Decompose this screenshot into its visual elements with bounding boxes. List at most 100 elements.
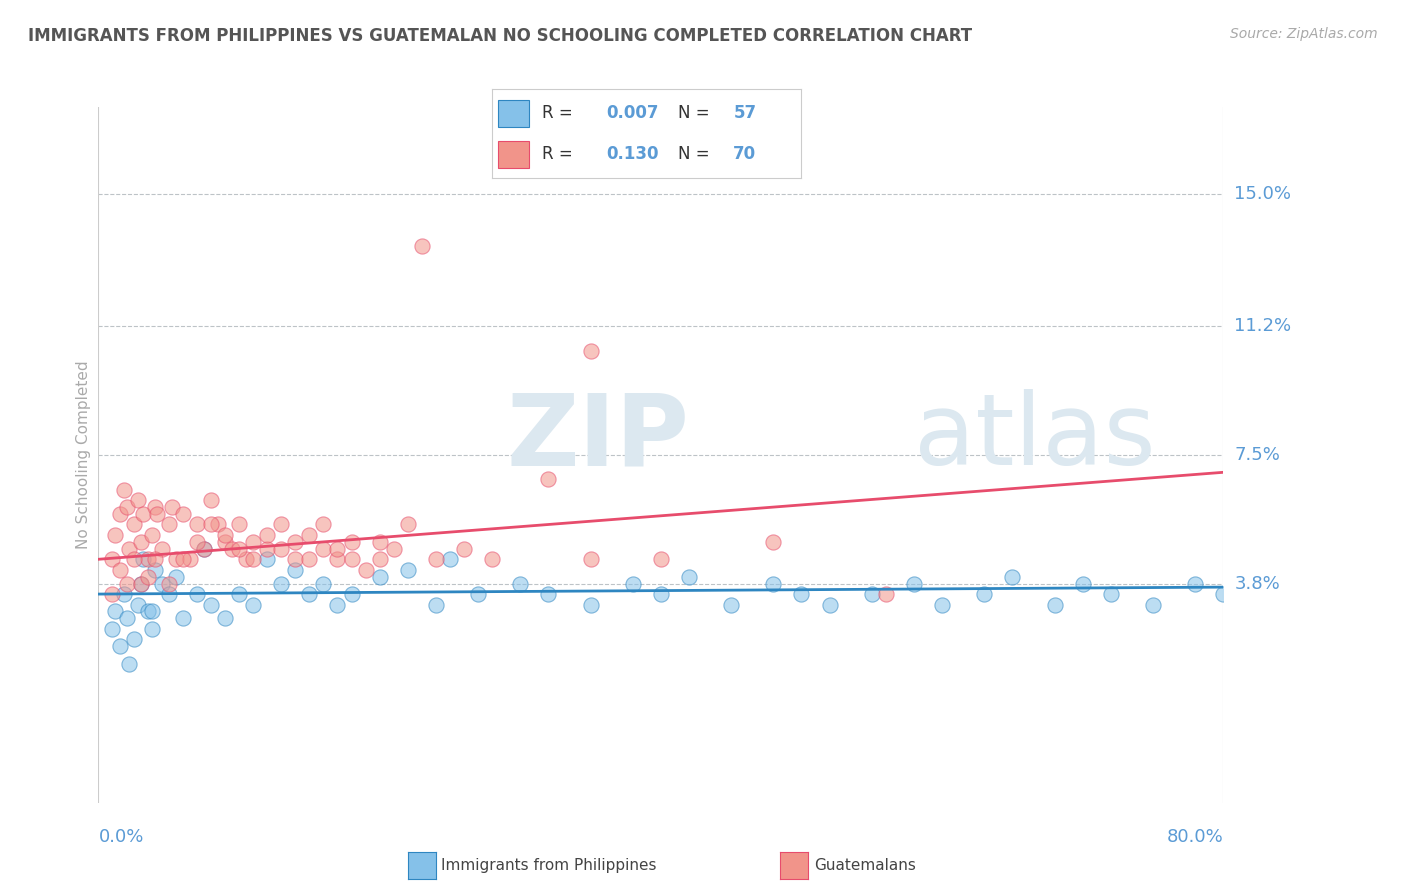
Point (860, 587, 883, 601)
Point (207, 517, 229, 532)
Point (104, 605, 127, 619)
Point (326, 552, 349, 566)
Point (298, 552, 321, 566)
Point (270, 576, 292, 591)
Point (172, 552, 194, 566)
Point (235, 552, 257, 566)
Point (368, 570, 391, 584)
Point (1212, 587, 1234, 601)
Text: 57: 57 (734, 104, 756, 122)
Point (298, 528, 321, 542)
Point (127, 493, 149, 508)
FancyBboxPatch shape (498, 100, 529, 127)
FancyBboxPatch shape (498, 141, 529, 168)
Point (108, 507, 131, 521)
Point (340, 587, 363, 601)
Point (256, 528, 278, 542)
Point (172, 507, 194, 521)
Point (136, 552, 159, 566)
Point (467, 587, 489, 601)
Text: R =: R = (541, 104, 578, 122)
Text: IMMIGRANTS FROM PHILIPPINES VS GUATEMALAN NO SCHOOLING COMPLETED CORRELATION CHA: IMMIGRANTS FROM PHILIPPINES VS GUATEMALA… (28, 27, 972, 45)
Point (214, 528, 236, 542)
Point (340, 552, 363, 566)
Point (118, 541, 141, 556)
Point (141, 528, 163, 542)
Point (425, 552, 447, 566)
Point (256, 552, 278, 566)
Point (112, 483, 135, 497)
Point (720, 598, 742, 612)
Point (141, 605, 163, 619)
Point (439, 552, 461, 566)
Point (1099, 587, 1122, 601)
Point (242, 534, 264, 549)
Point (284, 534, 307, 549)
Point (1043, 598, 1066, 612)
Point (136, 570, 159, 584)
Point (115, 500, 138, 514)
Point (200, 598, 222, 612)
Point (481, 552, 503, 566)
Point (270, 541, 292, 556)
Point (382, 541, 405, 556)
Text: 0.007: 0.007 (606, 104, 659, 122)
Point (579, 552, 602, 566)
Point (312, 576, 335, 591)
Text: ZIP: ZIP (506, 389, 689, 486)
Point (214, 611, 236, 625)
Point (112, 587, 135, 601)
Point (228, 587, 250, 601)
Point (186, 517, 208, 532)
Point (650, 587, 672, 601)
Point (146, 507, 169, 521)
Point (790, 587, 813, 601)
Point (298, 587, 321, 601)
Text: 7.5%: 7.5% (1234, 446, 1281, 464)
Text: Source: ZipAtlas.com: Source: ZipAtlas.com (1230, 27, 1378, 41)
Y-axis label: No Schooling Completed: No Schooling Completed (76, 360, 91, 549)
Point (326, 598, 349, 612)
Point (101, 622, 124, 636)
Point (193, 541, 215, 556)
Point (396, 517, 419, 532)
Text: Immigrants from Philippines: Immigrants from Philippines (441, 858, 657, 872)
Point (150, 541, 173, 556)
Point (143, 552, 166, 566)
Text: 15.0%: 15.0% (1234, 185, 1291, 203)
Point (165, 570, 187, 584)
Point (143, 500, 166, 514)
Point (368, 534, 391, 549)
Point (150, 576, 173, 591)
Point (284, 563, 307, 577)
Point (425, 598, 447, 612)
Point (326, 541, 349, 556)
Text: 3.8%: 3.8% (1234, 574, 1279, 592)
Point (122, 552, 145, 566)
Point (179, 552, 201, 566)
Point (650, 552, 672, 566)
Point (931, 598, 953, 612)
Point (242, 598, 264, 612)
Point (875, 587, 897, 601)
Point (340, 534, 363, 549)
Point (368, 552, 391, 566)
Text: Guatemalans: Guatemalans (814, 858, 915, 872)
Point (186, 587, 208, 601)
Point (132, 507, 155, 521)
Text: atlas: atlas (914, 389, 1156, 486)
Point (228, 541, 250, 556)
Point (157, 517, 180, 532)
Point (186, 534, 208, 549)
Text: 70: 70 (734, 145, 756, 163)
Text: 80.0%: 80.0% (1167, 828, 1223, 846)
Point (108, 639, 131, 653)
Point (115, 611, 138, 625)
Point (509, 576, 531, 591)
Point (256, 541, 278, 556)
Point (903, 576, 925, 591)
Point (312, 541, 335, 556)
Point (214, 534, 236, 549)
Point (172, 611, 194, 625)
Point (165, 552, 187, 566)
